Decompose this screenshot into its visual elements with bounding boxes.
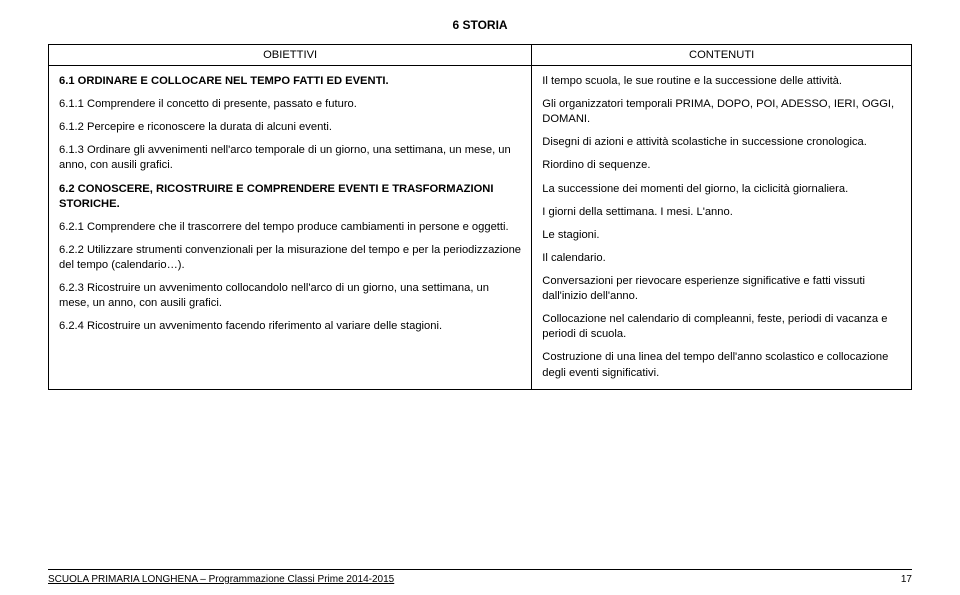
content-6: I giorni della settimana. I mesi. L'anno… bbox=[542, 205, 901, 220]
content-4: Riordino di sequenze. bbox=[542, 158, 901, 173]
content-3: Disegni di azioni e attività scolastiche… bbox=[542, 135, 901, 150]
content-2: Gli organizzatori temporali PRIMA, DOPO,… bbox=[542, 97, 901, 127]
obj-6-1-1: 6.1.1 Comprendere il concetto di present… bbox=[59, 97, 521, 112]
content-7: Le stagioni. bbox=[542, 228, 901, 243]
content-9: Conversazioni per rievocare esperienze s… bbox=[542, 274, 901, 304]
content-5: La successione dei momenti del giorno, l… bbox=[542, 182, 901, 197]
header-contents: CONTENUTI bbox=[532, 45, 912, 66]
obj-6-2-4: 6.2.4 Ricostruire un avvenimento facendo… bbox=[59, 319, 521, 334]
footer-text: SCUOLA PRIMARIA LONGHENA – Programmazion… bbox=[48, 574, 394, 585]
obj-6-1-2: 6.1.2 Percepire e riconoscere la durata … bbox=[59, 120, 521, 135]
header-objectives: OBIETTIVI bbox=[49, 45, 532, 66]
obj-6-2-2: 6.2.2 Utilizzare strumenti convenzionali… bbox=[59, 243, 521, 273]
content-11: Costruzione di una linea del tempo dell'… bbox=[542, 350, 901, 380]
footer-page-number: 17 bbox=[901, 574, 912, 585]
content-10: Collocazione nel calendario di compleann… bbox=[542, 312, 901, 342]
obj-6-1-3: 6.1.3 Ordinare gli avvenimenti nell'arco… bbox=[59, 143, 521, 173]
curriculum-table: OBIETTIVI CONTENUTI 6.1 ORDINARE E COLLO… bbox=[48, 44, 912, 390]
obj-6-2-head: 6.2 CONOSCERE, RICOSTRUIRE E COMPRENDERE… bbox=[59, 182, 521, 212]
contents-cell: Il tempo scuola, le sue routine e la suc… bbox=[532, 66, 912, 390]
obj-6-2-1: 6.2.1 Comprendere che il trascorrere del… bbox=[59, 220, 521, 235]
section-title: 6 STORIA bbox=[48, 18, 912, 32]
objectives-cell: 6.1 ORDINARE E COLLOCARE NEL TEMPO FATTI… bbox=[49, 66, 532, 390]
content-8: Il calendario. bbox=[542, 251, 901, 266]
obj-6-1-head: 6.1 ORDINARE E COLLOCARE NEL TEMPO FATTI… bbox=[59, 74, 521, 89]
page-footer: SCUOLA PRIMARIA LONGHENA – Programmazion… bbox=[48, 569, 912, 585]
content-1: Il tempo scuola, le sue routine e la suc… bbox=[542, 74, 901, 89]
obj-6-2-3: 6.2.3 Ricostruire un avvenimento colloca… bbox=[59, 281, 521, 311]
